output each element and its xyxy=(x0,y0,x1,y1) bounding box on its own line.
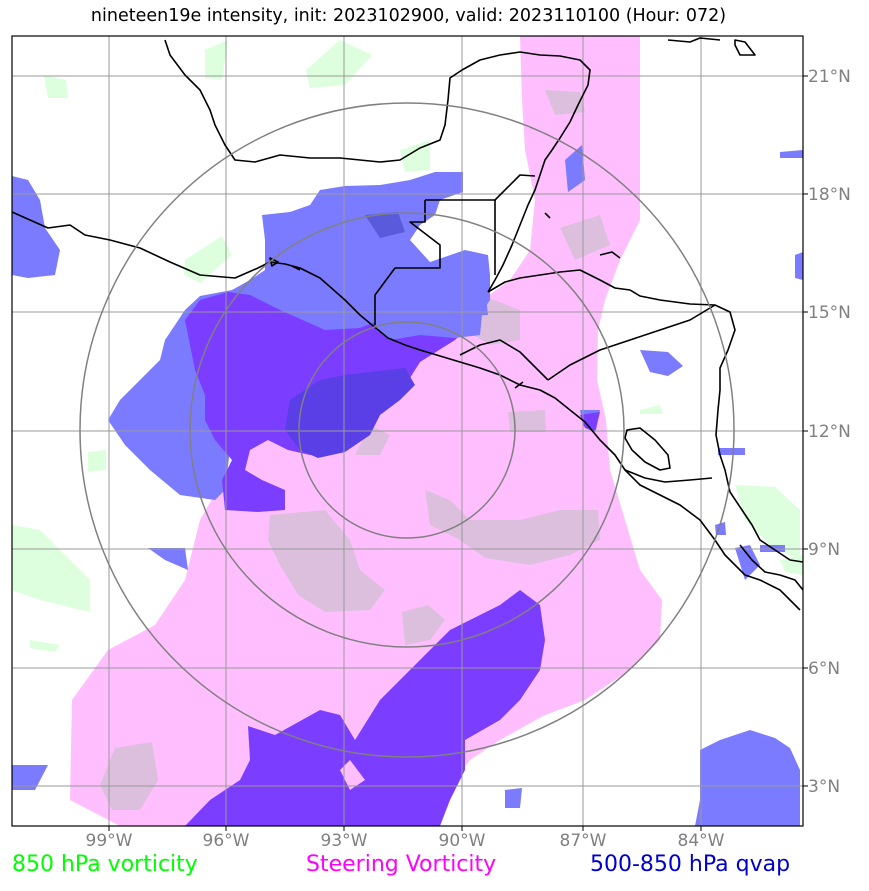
lat-label: 15°N xyxy=(808,303,851,323)
lon-label: 99°W xyxy=(86,831,133,851)
legend-qvap: 500-850 hPa qvap xyxy=(590,852,791,877)
graticule xyxy=(12,36,803,826)
legend-steering-vorticity: Steering Vorticity xyxy=(306,852,497,877)
lat-label: 6°N xyxy=(808,659,840,679)
coastlines-borders xyxy=(12,37,803,611)
range-rings xyxy=(79,102,735,758)
lon-label: 84°W xyxy=(678,831,725,851)
lon-label: 96°W xyxy=(203,831,250,851)
lat-label: 21°N xyxy=(808,67,851,87)
lon-label: 87°W xyxy=(560,831,607,851)
lat-label: 18°N xyxy=(808,185,851,205)
lat-label: 3°N xyxy=(808,777,840,797)
lat-label: 12°N xyxy=(808,422,851,442)
lon-label: 90°W xyxy=(439,831,486,851)
lon-label: 93°W xyxy=(321,831,368,851)
tick-marks xyxy=(108,75,808,831)
lat-label: 9°N xyxy=(808,540,840,560)
latitude-labels: 21°N 18°N 15°N 12°N 9°N 6°N 3°N xyxy=(808,67,851,797)
legend-850-vorticity: 850 hPa vorticity xyxy=(12,852,198,877)
longitude-labels: 99°W 96°W 93°W 90°W 87°W 84°W xyxy=(86,831,725,851)
map-title: nineteen19e intensity, init: 2023102900,… xyxy=(90,6,727,26)
qvap-steering-overlap xyxy=(185,212,600,826)
